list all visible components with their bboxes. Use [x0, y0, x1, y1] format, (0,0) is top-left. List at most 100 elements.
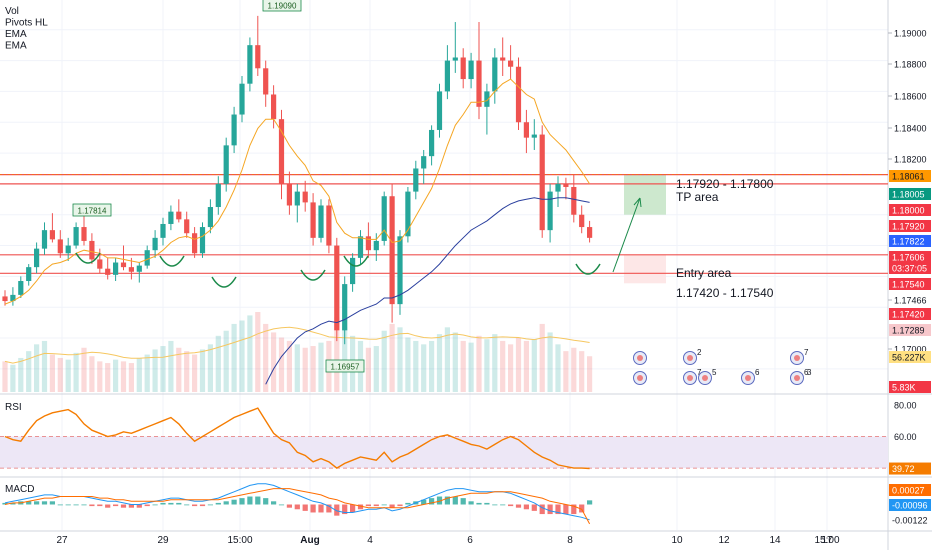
price-badge [889, 351, 931, 363]
candle-body[interactable] [160, 223, 166, 238]
candle-body[interactable] [113, 262, 119, 275]
candle-body[interactable] [207, 207, 213, 228]
candle-body[interactable] [389, 196, 395, 305]
candle-body[interactable] [247, 45, 253, 84]
candle-body[interactable] [286, 183, 292, 206]
candle-body[interactable] [515, 66, 522, 123]
volume-bar [318, 342, 324, 392]
candle-body[interactable] [144, 250, 150, 266]
candle-body[interactable] [310, 202, 316, 238]
macd-histogram-bar [263, 498, 269, 505]
candle-body[interactable] [468, 60, 474, 80]
candle-body[interactable] [531, 134, 537, 138]
price-badge [889, 278, 931, 290]
pivot-label-text: 1.19090 [268, 2, 297, 11]
candle-body[interactable] [539, 134, 545, 231]
candle-body[interactable] [579, 214, 585, 228]
price-badge-label: 1.18000 [892, 206, 925, 216]
macd-badge [889, 484, 931, 496]
candle-body[interactable] [263, 68, 269, 95]
indicator-legend-item[interactable]: Pivots HL [5, 18, 48, 29]
candle-body[interactable] [563, 183, 569, 187]
candle-body[interactable] [460, 57, 466, 80]
candle-body[interactable] [397, 236, 403, 305]
price-badge [889, 324, 931, 336]
candle-body[interactable] [326, 205, 332, 246]
candle-body[interactable] [73, 227, 79, 246]
candle-body[interactable] [350, 257, 356, 285]
candle-body[interactable] [302, 191, 308, 203]
candle-body[interactable] [152, 237, 158, 251]
candle-body[interactable] [318, 205, 324, 238]
indicator-legend-item[interactable]: EMA [5, 41, 27, 52]
candle-body[interactable] [381, 196, 387, 241]
candle-body[interactable] [49, 230, 55, 240]
candle-body[interactable] [278, 119, 285, 184]
macd-histogram-bar [65, 504, 71, 506]
candle-body[interactable] [26, 267, 32, 282]
candle-body[interactable] [176, 211, 182, 220]
candle-body[interactable] [199, 227, 206, 254]
tp-range-label: 1.17920 - 1.17800 [676, 177, 774, 191]
candle-body[interactable] [587, 227, 593, 238]
candle-body[interactable] [97, 259, 103, 269]
macd-histogram-bar [531, 504, 537, 511]
candle-body[interactable] [373, 240, 379, 251]
candle-body[interactable] [168, 211, 174, 224]
candle-body[interactable] [365, 236, 371, 251]
pivot-label-box [262, 0, 302, 12]
candle-body[interactable] [65, 245, 71, 254]
volume-bar [310, 346, 316, 392]
indicator-legend-item[interactable]: EMA [5, 29, 27, 40]
macd-label[interactable]: MACD [5, 484, 34, 495]
candle-body[interactable] [357, 236, 364, 258]
candle-body[interactable] [571, 186, 577, 215]
candle-body[interactable] [523, 122, 529, 138]
candle-body[interactable] [89, 240, 95, 260]
candle-body[interactable] [120, 262, 127, 268]
candle-body[interactable] [41, 230, 48, 249]
candle-body[interactable] [334, 245, 340, 331]
candle-body[interactable] [81, 227, 87, 241]
macd-histogram-bar [120, 504, 127, 508]
candle-body[interactable] [105, 268, 111, 275]
candle-body[interactable] [452, 57, 458, 61]
candle-body[interactable] [215, 183, 221, 208]
candle-body[interactable] [547, 191, 553, 231]
candle-body[interactable] [484, 91, 490, 107]
volume-bar [215, 335, 221, 392]
candle-body[interactable] [18, 281, 24, 295]
candle-body[interactable] [421, 156, 427, 169]
candle-body[interactable] [342, 284, 348, 331]
candle-body[interactable] [500, 57, 506, 61]
candle-body[interactable] [57, 239, 63, 254]
candle-body[interactable] [239, 83, 245, 115]
candle-body[interactable] [2, 296, 8, 302]
candle-body[interactable] [555, 183, 561, 192]
candle-body[interactable] [476, 60, 482, 107]
macd-histogram-bar [192, 504, 198, 507]
candle-body[interactable] [255, 45, 261, 69]
macd-histogram-bar [41, 501, 48, 505]
candle-body[interactable] [34, 248, 40, 268]
indicator-legend-item[interactable]: Vol [5, 6, 19, 17]
candle-body[interactable] [271, 94, 277, 120]
candle-body[interactable] [294, 191, 300, 206]
candle-body[interactable] [231, 114, 237, 146]
candle-body[interactable] [492, 57, 498, 92]
candle-body[interactable] [192, 233, 198, 254]
rsi-label[interactable]: RSI [5, 402, 22, 413]
candle-body[interactable] [413, 168, 419, 192]
candle-body[interactable] [136, 265, 142, 272]
candle-body[interactable] [405, 191, 411, 237]
candle-body[interactable] [128, 267, 134, 272]
candle-body[interactable] [444, 60, 450, 92]
candle-body[interactable] [436, 91, 443, 130]
candle-body[interactable] [10, 294, 16, 302]
candle-body[interactable] [184, 219, 190, 234]
candle-body[interactable] [223, 145, 229, 184]
candle-body[interactable] [429, 129, 435, 157]
candle-body[interactable] [508, 60, 514, 67]
